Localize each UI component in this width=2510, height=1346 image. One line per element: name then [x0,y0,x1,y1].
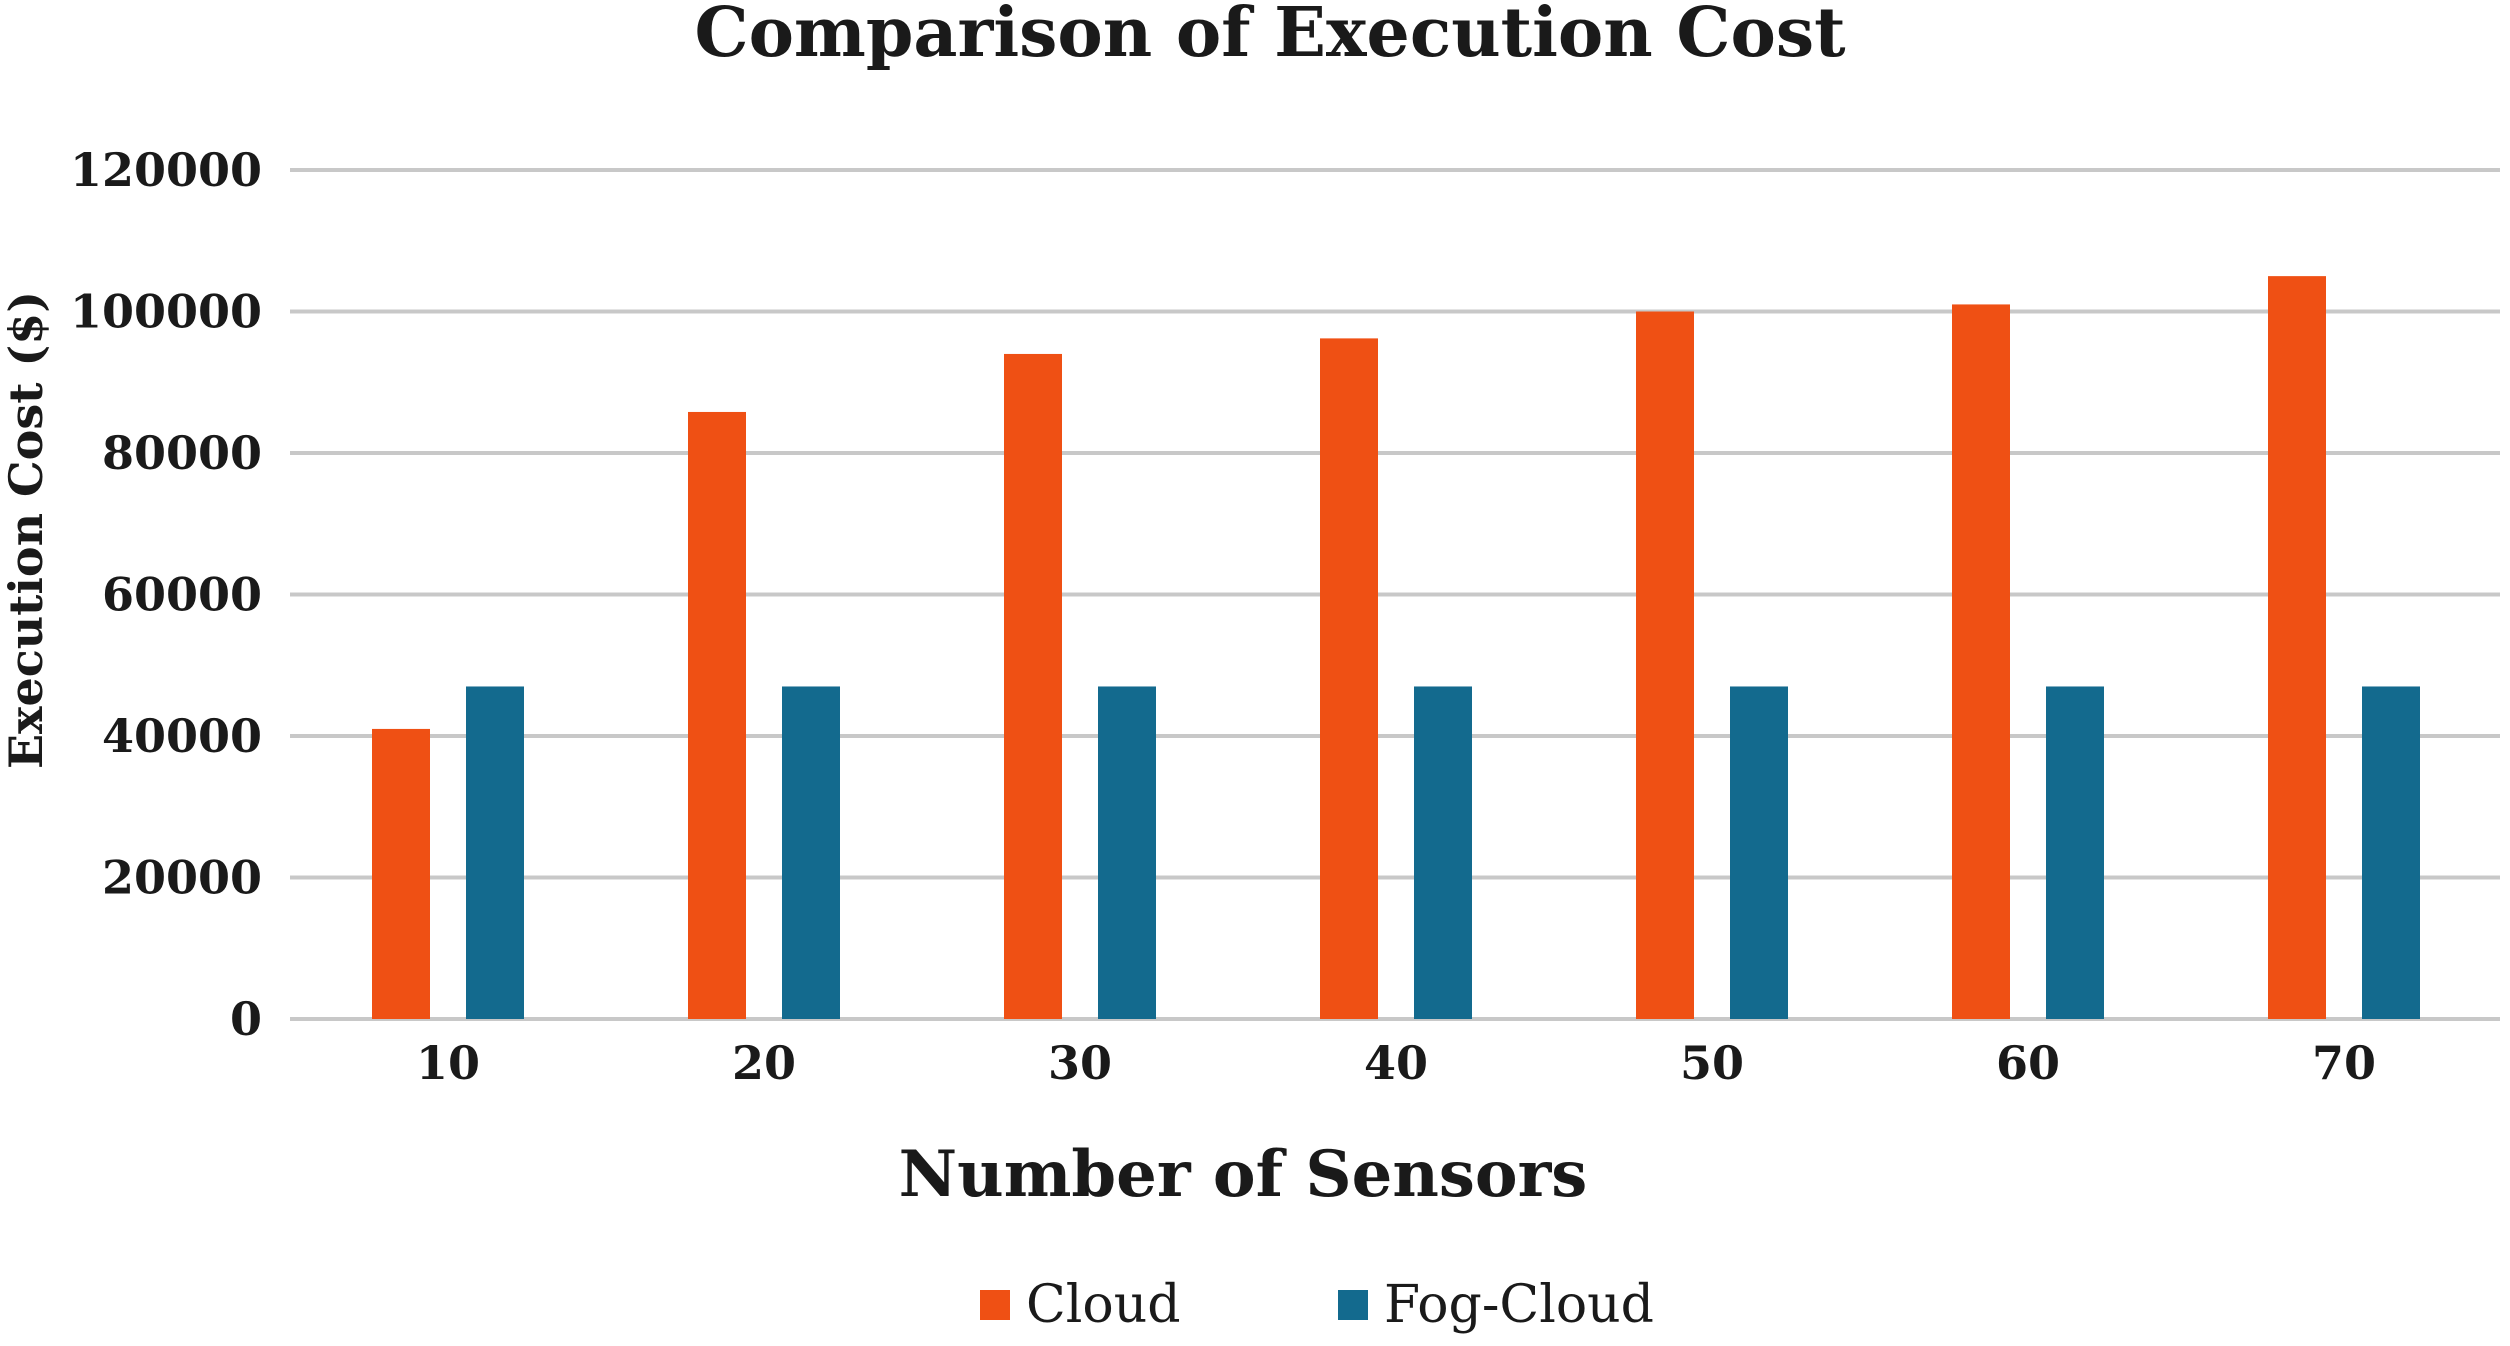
bar-fog-cloud-70 [2362,686,2420,1019]
bar-fog-cloud-20 [782,686,840,1019]
bar-cloud-50 [1636,311,1694,1019]
x-tick-label: 30 [1048,1036,1112,1090]
y-tick-label: 0 [230,992,262,1046]
legend-label-fog-cloud: Fog-Cloud [1384,1275,1654,1335]
legend-swatch-fog-cloud [1338,1290,1368,1320]
bar-cloud-70 [2268,276,2326,1019]
legend: Cloud Fog-Cloud [980,1275,1654,1335]
y-tick-label: 20000 [102,851,262,905]
x-axis-ticks: 10 20 30 40 50 60 70 [416,1036,2376,1090]
bar-cloud-10 [372,728,430,1019]
y-tick-label: 100000 [70,285,262,339]
chart-title: Comparison of Execution Cost [694,0,1846,73]
x-tick-label: 40 [1364,1036,1428,1090]
legend-label-cloud: Cloud [1026,1275,1181,1335]
y-axis-ticks: 0 20000 40000 60000 80000 100000 120000 [70,143,262,1046]
y-axis-title: Execution Cost ($) [0,291,53,769]
bar-fog-cloud-60 [2046,686,2104,1019]
legend-swatch-cloud [980,1290,1010,1320]
bar-fog-cloud-40 [1414,686,1472,1019]
y-tick-label: 120000 [70,143,262,197]
bar-fog-cloud-50 [1730,686,1788,1019]
x-tick-label: 50 [1680,1036,1744,1090]
y-tick-label: 40000 [102,709,262,763]
y-tick-label: 80000 [102,426,262,480]
bar-fog-cloud-30 [1098,686,1156,1019]
gridlines [290,168,2500,1021]
bar-cloud-30 [1004,353,1062,1019]
x-axis-title: Number of Sensors [899,1137,1588,1212]
bar-fog-cloud-10 [466,686,524,1019]
x-tick-label: 10 [416,1036,480,1090]
bars [372,276,2420,1020]
bar-cloud-40 [1320,338,1378,1019]
x-tick-label: 60 [1996,1036,2060,1090]
bar-cloud-20 [688,411,746,1020]
x-tick-label: 20 [732,1036,796,1090]
bar-cloud-60 [1952,304,2010,1019]
y-tick-label: 60000 [102,568,262,622]
x-tick-label: 70 [2312,1036,2376,1090]
